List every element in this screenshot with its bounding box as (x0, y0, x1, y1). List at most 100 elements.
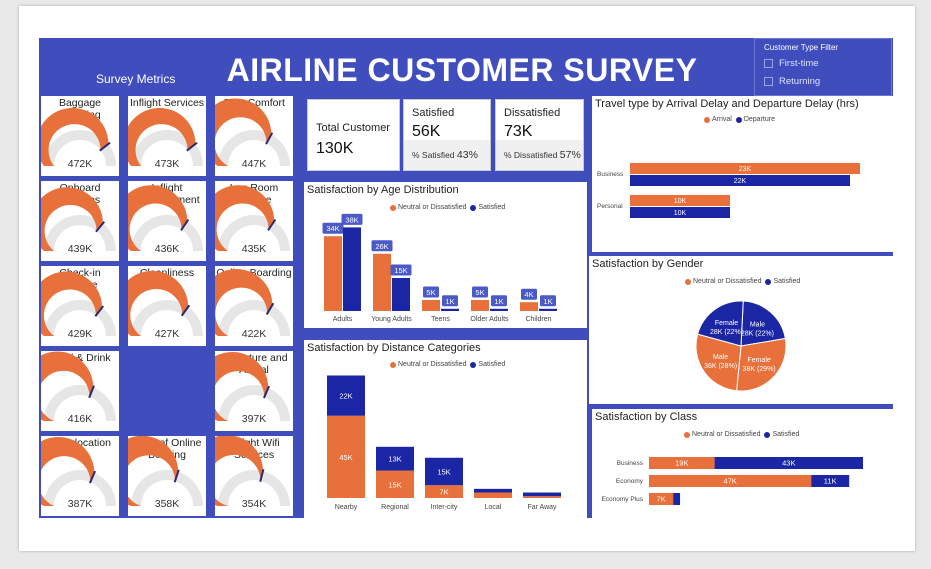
metric-value: 422K (242, 328, 267, 340)
filter-option-returning[interactable]: Returning (764, 76, 820, 87)
data-label: 7K (656, 495, 665, 504)
distance-category-label: Regional (381, 504, 409, 511)
gauge-target-needle (259, 468, 265, 483)
metric-value: 472K (68, 158, 93, 170)
data-label: 1K (494, 297, 503, 306)
data-label-background (540, 295, 556, 307)
legend-swatch-navy (735, 116, 742, 123)
legend-label: Satisfied (773, 278, 801, 285)
metric-tile: Departure and Arrival397K (215, 351, 293, 431)
gender-panel: Satisfaction by Gender Neutral or Dissat… (589, 256, 893, 404)
gauge-track (218, 129, 290, 166)
data-label: 23K (739, 166, 752, 173)
distance-category-label: Local (485, 504, 502, 511)
gauge-track (218, 384, 290, 421)
metric-tile: Ease of Online Booking358K (128, 436, 206, 516)
gauge-chart: 397K (215, 351, 290, 425)
travel-type-panel: Travel type by Arrival Delay and Departu… (592, 96, 893, 252)
legend-swatch-orange (704, 116, 710, 123)
gauge-track (43, 384, 116, 421)
gauge-target-needle (180, 219, 190, 231)
gauge-target-needle (265, 132, 274, 145)
travel-chart-plot: Business 23K 22K Personal 10K 10K (597, 163, 860, 218)
metric-value: 439K (68, 243, 93, 255)
satisfied-percent-label: % Satisfied (412, 150, 455, 160)
class-category-label: Economy (616, 478, 644, 485)
page-title: AIRLINE CUSTOMER SURVEY (226, 52, 698, 88)
distance-category-label: Inter-city (431, 504, 458, 511)
checkbox-first-time[interactable] (764, 59, 773, 68)
age-bar (343, 227, 361, 311)
data-label-background (491, 295, 507, 307)
metric-tile: Seat Comfort 447K (215, 96, 293, 176)
class-bar-segment (714, 457, 863, 469)
distance-bar-segment (376, 446, 414, 471)
age-category-label: Teens (431, 316, 450, 323)
filter-option-label: Returning (779, 76, 821, 87)
legend-swatch-orange (390, 361, 396, 368)
data-label: 15K (394, 266, 407, 275)
data-label-background (390, 264, 412, 276)
age-category-label: Adults (333, 316, 353, 323)
dissatisfied-percent-value: 57% (559, 149, 581, 161)
data-label: 7K (439, 488, 448, 497)
travel-bar (630, 175, 850, 186)
metric-tile: Food & Drink 416K (41, 351, 119, 431)
gender-pie-slice (696, 300, 744, 347)
gauge-target-needle (99, 141, 111, 152)
data-label-background (371, 240, 393, 252)
filter-option-first-time[interactable]: First-time (764, 58, 819, 69)
metric-value: 397K (242, 413, 267, 425)
metric-value: 354K (242, 498, 267, 510)
travel-bar (630, 163, 860, 174)
gauge-track (43, 129, 116, 166)
data-label: 15K (388, 480, 401, 489)
age-bar (539, 308, 557, 311)
header-band (39, 38, 893, 96)
data-label: 13K (388, 455, 401, 464)
legend-swatch-orange (684, 431, 690, 438)
data-label: 10K (674, 210, 687, 217)
gauge-target-needle (88, 385, 95, 399)
metric-value: 473K (155, 158, 180, 170)
gauge-track (43, 469, 116, 506)
metric-tile: Inflight Wifi Services354K (215, 436, 293, 516)
distance-bar-segment (523, 496, 561, 498)
legend-swatch-navy (764, 431, 771, 438)
gender-slice-name: Male (713, 354, 728, 361)
gauge-target-needle (173, 469, 180, 483)
gauge-fill (41, 351, 94, 421)
class-bar-segment (811, 475, 850, 487)
travel-chart-legend: Arrival Departure (700, 116, 775, 123)
data-label: 22K (734, 178, 747, 185)
distance-bar-segment (425, 457, 463, 486)
gauge-chart: 472K (41, 107, 116, 170)
class-panel: Satisfaction by Class Neutral or Dissati… (592, 409, 893, 518)
age-category-label: Older Adults (470, 316, 509, 323)
gauge-track (131, 469, 203, 506)
gender-slice-label: 38K (29%) (743, 366, 776, 373)
gauge-fill (215, 269, 273, 336)
gauge-target-needle (267, 219, 277, 231)
data-label: 22K (339, 392, 352, 401)
legend-label: Neutral or Dissatisfied (693, 278, 762, 285)
metric-value: 416K (68, 413, 93, 425)
distance-chart-legend: Neutral or Dissatisfied Satisfied (386, 361, 505, 368)
dissatisfied-card: Dissatisfied 73K % Dissatisfied 57% (495, 99, 584, 171)
age-category-label: Children (525, 316, 551, 323)
metric-label: Inflight Services (129, 97, 205, 109)
metric-tile: Inflight Entertainment436K (128, 181, 206, 261)
data-label: 5K (426, 288, 435, 297)
legend-swatch-orange (685, 278, 691, 285)
class-bar-segment (649, 475, 812, 487)
gauge-fill (41, 187, 103, 251)
class-bar-segment (649, 493, 674, 505)
checkbox-returning[interactable] (764, 77, 773, 86)
data-label-background (423, 286, 439, 298)
legend-label: Satisfied (772, 431, 800, 438)
metric-tile: Cleanliness 427K (128, 266, 206, 346)
gauge-chart: 439K (41, 187, 116, 255)
gender-chart-legend: Neutral or Dissatisfied Satisfied (681, 278, 800, 285)
data-label: 38K (345, 215, 358, 224)
